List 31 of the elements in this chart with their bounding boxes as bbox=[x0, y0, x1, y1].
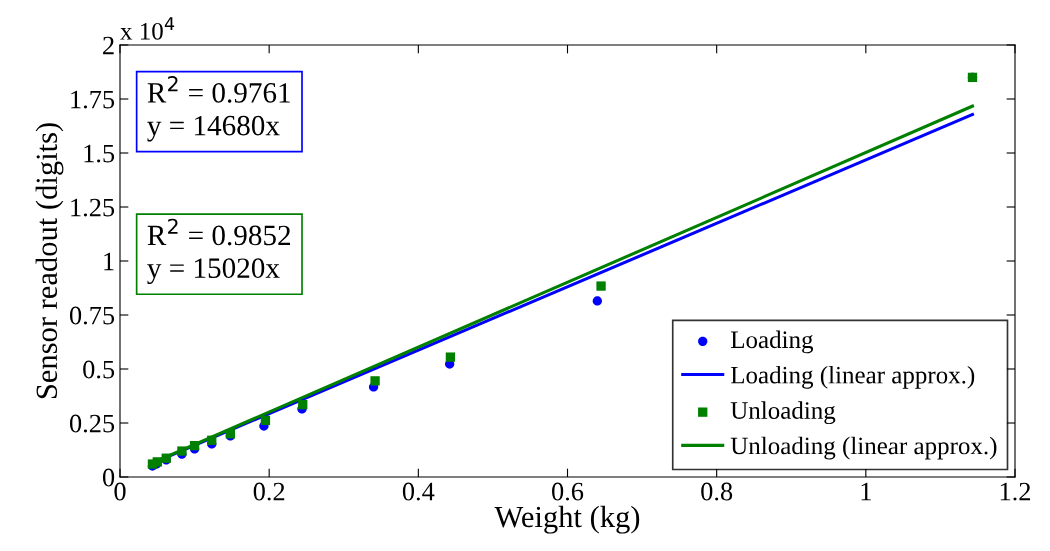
y-tick-label: 1.5 bbox=[84, 144, 115, 163]
y-tick-label: 2 bbox=[103, 36, 114, 55]
legend-label: Unloading bbox=[730, 401, 836, 425]
y-tick-label: 0 bbox=[102, 468, 115, 487]
legend-label: Loading bbox=[730, 330, 814, 354]
y-tick-label: 1 bbox=[104, 252, 114, 271]
point bbox=[260, 415, 271, 426]
x-tick-label: 0.2 bbox=[253, 482, 285, 501]
y-axis-title: Sensor readout (digits) bbox=[35, 123, 64, 399]
x-tick-label: 0.4 bbox=[402, 482, 435, 501]
legend-label: Unloading (linear approx.) bbox=[730, 436, 997, 460]
point bbox=[592, 296, 602, 306]
point bbox=[445, 352, 456, 362]
point bbox=[207, 435, 217, 445]
point bbox=[298, 399, 308, 410]
y-tick-label: 0.5 bbox=[83, 360, 115, 379]
legend-label: Loading (linear approx.) bbox=[730, 365, 975, 389]
point bbox=[596, 281, 606, 291]
point bbox=[370, 376, 380, 386]
annotation: R$^{2}$ = 0.9761 y = 14680x bbox=[147, 76, 290, 142]
x-axis-title: Weight (kg) bbox=[494, 505, 640, 534]
y-tick-label: 0.25 bbox=[69, 414, 115, 433]
y-tick-label: 1.75 bbox=[71, 90, 115, 109]
annotation: R$^{2}$ = 0.9852 y = 15020x bbox=[147, 218, 290, 285]
x-tick-label: 0.6 bbox=[552, 482, 584, 501]
x-tick-label: 1.2 bbox=[1000, 482, 1031, 501]
x-tick-label: 0.8 bbox=[701, 482, 733, 501]
text: x 10$^{4}$ bbox=[120, 17, 175, 40]
x-tick-label: 1 bbox=[861, 482, 871, 501]
y-tick-label: 0.75 bbox=[69, 306, 115, 325]
y-tick-label: 1.25 bbox=[71, 198, 115, 217]
